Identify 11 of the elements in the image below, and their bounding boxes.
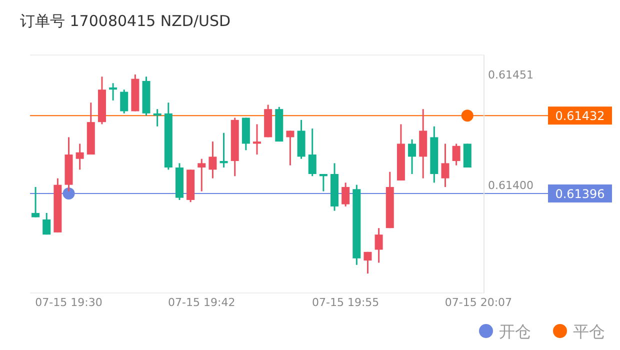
ref-line-label: 0.61396 bbox=[555, 186, 605, 201]
legend-label: 平仓 bbox=[573, 322, 605, 341]
ytick: 0.61451 bbox=[488, 68, 534, 82]
xtick: 07-15 19:55 bbox=[312, 296, 380, 309]
title: 订单号 170080415 NZD/USD bbox=[20, 12, 231, 30]
ref-line-label: 0.61432 bbox=[555, 109, 605, 124]
legend-label: 开仓 bbox=[499, 322, 531, 341]
ytick: 0.61400 bbox=[488, 178, 534, 192]
xtick: 07-15 19:42 bbox=[168, 296, 236, 309]
xtick: 07-15 19:30 bbox=[35, 296, 102, 309]
xtick: 07-15 20:07 bbox=[444, 296, 512, 309]
